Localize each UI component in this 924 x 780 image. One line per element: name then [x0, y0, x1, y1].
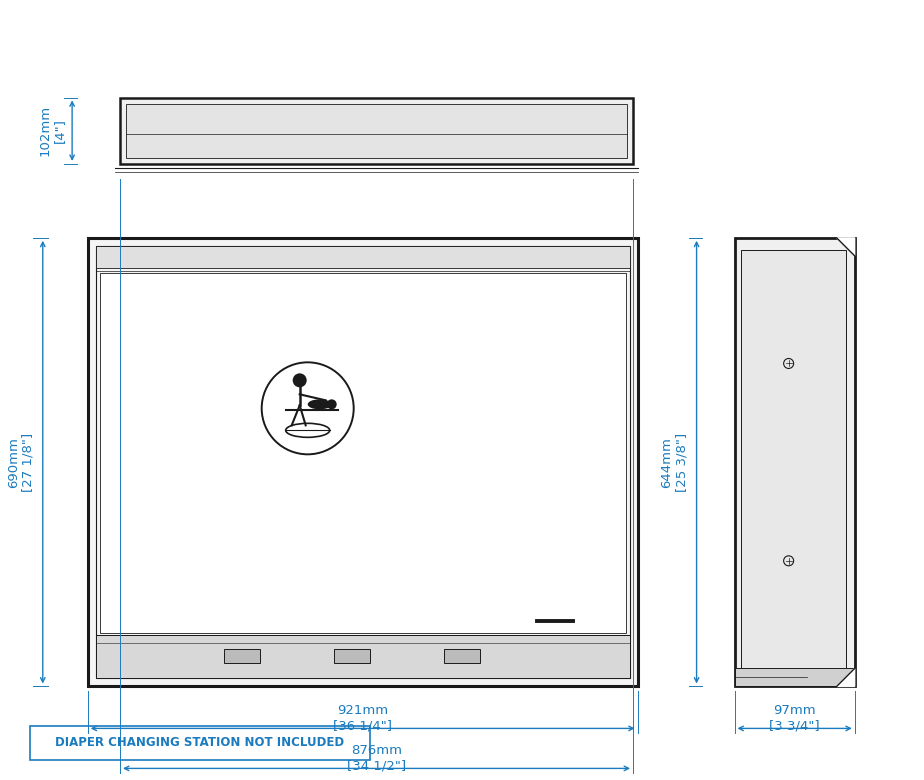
Bar — [740, 250, 845, 680]
Polygon shape — [837, 668, 855, 686]
Polygon shape — [837, 238, 855, 256]
Text: 690mm
[27 1/8"]: 690mm [27 1/8"] — [6, 433, 35, 491]
Bar — [96, 636, 629, 679]
Text: 644mm
[25 3/8"]: 644mm [25 3/8"] — [661, 433, 688, 491]
Bar — [224, 650, 260, 664]
Ellipse shape — [308, 399, 332, 410]
Bar — [100, 273, 626, 633]
Text: 876mm
[34 1/2"]: 876mm [34 1/2"] — [347, 744, 406, 772]
Bar — [126, 104, 627, 158]
Bar — [96, 246, 629, 268]
Bar — [120, 98, 633, 164]
Text: DIAPER CHANGING STATION NOT INCLUDED: DIAPER CHANGING STATION NOT INCLUDED — [55, 736, 345, 750]
Bar — [334, 650, 370, 664]
Bar — [30, 726, 370, 760]
Bar — [444, 650, 480, 664]
Bar — [735, 668, 855, 686]
Bar — [735, 238, 855, 686]
Text: 97mm
[3 3/4"]: 97mm [3 3/4"] — [770, 704, 820, 732]
Bar — [88, 238, 638, 686]
Circle shape — [327, 399, 336, 410]
Text: 921mm
[36 1/4"]: 921mm [36 1/4"] — [334, 704, 392, 732]
Text: 102mm
[4"]: 102mm [4"] — [38, 105, 67, 156]
Circle shape — [293, 374, 307, 388]
Bar — [96, 246, 629, 679]
